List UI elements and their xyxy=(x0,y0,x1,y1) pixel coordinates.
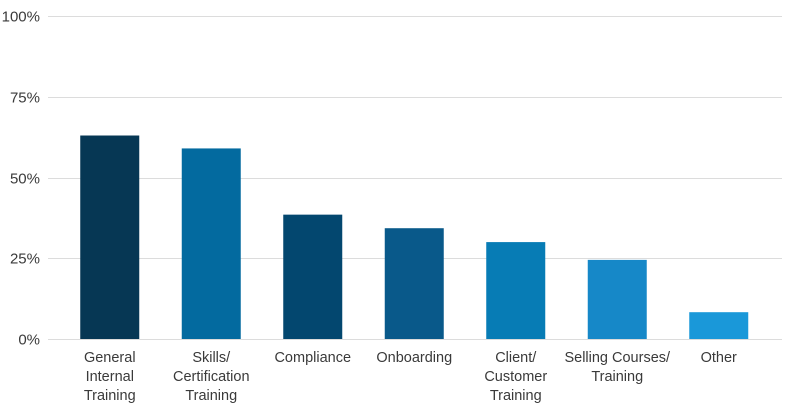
x-axis-category-labels: General Internal Training Skills/Certificat… xyxy=(84,350,737,404)
y-tick-label: 25% xyxy=(10,251,40,268)
x-category-label: Other xyxy=(701,350,737,366)
x-category-label: General Internal Training xyxy=(84,350,136,404)
x-category-label: Client/Customer Training xyxy=(484,350,547,404)
bar xyxy=(486,242,546,339)
y-tick-label: 0% xyxy=(18,332,40,349)
bar xyxy=(384,228,444,339)
y-tick-label: 75% xyxy=(10,90,40,107)
bar xyxy=(80,135,140,339)
bar xyxy=(689,312,749,339)
bar xyxy=(181,148,241,339)
bar xyxy=(283,214,343,339)
bar xyxy=(587,259,647,339)
x-category-label: Skills/Certification Training xyxy=(173,350,250,404)
y-tick-label: 50% xyxy=(10,171,40,188)
y-tick-label: 100% xyxy=(2,9,40,26)
x-category-label: Onboarding xyxy=(376,350,452,366)
y-axis-tick-labels: 0% 25% 50% 75% 100% xyxy=(2,9,40,349)
x-category-label: Selling Courses/Training xyxy=(564,350,671,385)
x-category-label: Compliance xyxy=(274,350,351,366)
grid-lines xyxy=(48,16,782,340)
bars xyxy=(80,135,749,339)
